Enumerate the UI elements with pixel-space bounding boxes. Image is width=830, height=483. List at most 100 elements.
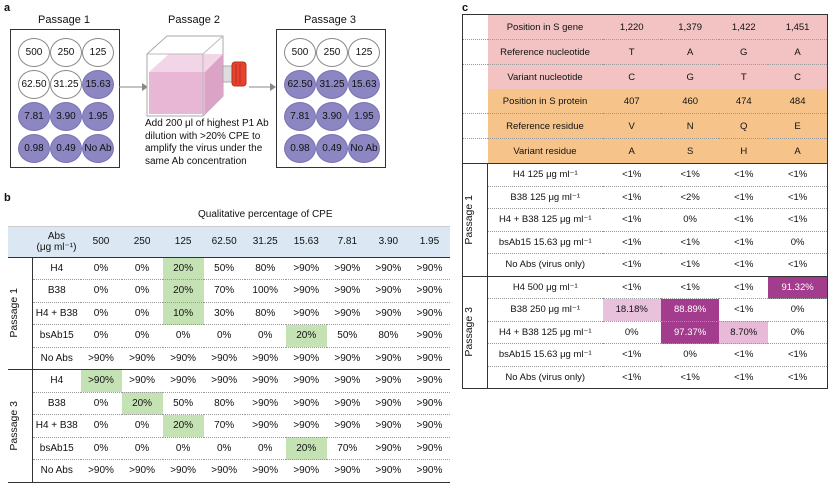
cpe-table: Qualitative percentage of CPE Abs (μg ml… — [8, 204, 450, 483]
cpe-value: >90% — [326, 279, 368, 303]
annotation-value: 474 — [719, 89, 769, 114]
passage2-note: Add 200 μl of highest P1 Ab dilution wit… — [145, 118, 275, 168]
annotation-row: Reference residue V N Q E — [462, 113, 828, 139]
frequency-value: 0% — [768, 321, 828, 344]
cpe-value: 70% — [326, 437, 368, 460]
passage-label-text: Passage 1 — [8, 288, 20, 339]
plate-well: 62.50 — [18, 70, 50, 99]
cpe-value: >90% — [334, 465, 361, 477]
frequency-value: <1% — [680, 371, 700, 383]
annotation-value: A — [660, 39, 720, 65]
abs-label: Abs — [47, 230, 66, 242]
frequency-value: <1% — [768, 343, 828, 367]
cpe-title: Qualitative percentage of CPE — [197, 209, 333, 221]
condition-label: H4 + B38 125 μg ml⁻¹ — [487, 208, 603, 232]
frequency-value: 0% — [602, 321, 661, 344]
cpe-value: >90% — [367, 369, 409, 393]
cpe-value: 20% — [121, 392, 163, 415]
plate-well: 31.25 — [316, 70, 348, 99]
conc-header: 31.25 — [244, 226, 286, 257]
cpe-value: 0% — [80, 257, 122, 280]
antibody-name: No Abs — [40, 352, 73, 364]
annotation-label: Reference residue — [487, 113, 603, 139]
cpe-value: 20% — [285, 324, 327, 348]
annotation-value: Q — [719, 113, 769, 139]
frequency-row: bsAb15 15.63 μg ml⁻¹ <1% 0% <1% <1% — [463, 343, 828, 367]
cpe-value: >90% — [408, 392, 450, 415]
antibody-name: H4 — [32, 369, 81, 393]
frequency-row: No Abs (virus only) <1% <1% <1% <1% — [462, 366, 828, 389]
cpe-value: >90% — [244, 392, 286, 415]
annotation-value: 1,422 — [719, 14, 769, 40]
cpe-value: 0% — [121, 279, 163, 303]
frequency-value: <2% — [660, 186, 720, 209]
passage3-plate: 500 250 125 62.50 31.25 15.63 7.81 3.90 1.95 0.98… — [276, 29, 386, 168]
cpe-value: 0% — [121, 437, 163, 460]
antibody-name: No Abs — [40, 465, 73, 477]
annotation-label: Variant residue — [487, 138, 603, 164]
cpe-value: 0% — [203, 324, 245, 348]
cpe-row: bsAb15 0% 0% 0% 0% 0% 20% 50% 80% >90% — [8, 324, 450, 348]
plate-well: 250 — [50, 38, 82, 67]
antibody-name: B38 — [32, 279, 81, 303]
plate-well: No Ab — [348, 134, 380, 163]
cpe-value: >90% — [367, 279, 409, 303]
cpe-value: 70% — [203, 279, 245, 303]
annotation-label: Position in S gene — [487, 14, 603, 40]
cpe-value: >90% — [326, 369, 368, 393]
frequency-value: <1% — [768, 208, 828, 232]
cpe-value: >90% — [285, 302, 327, 325]
cpe-row: Passage 1 H4 0% 0% 20% 50% 80% >90% >90% >90% >90% — [8, 257, 450, 370]
annotation-value: 460 — [660, 89, 720, 114]
annotation-value: S — [660, 138, 720, 164]
cpe-value: >90% — [80, 369, 122, 393]
cpe-value: 0% — [162, 324, 204, 348]
frequency-value: <1% — [719, 163, 769, 187]
condition-label: H4 500 μg ml⁻¹ — [487, 276, 603, 299]
plate-well: 125 — [82, 38, 114, 67]
passage-group-label: Passage 3 — [8, 369, 33, 482]
passage-label-text: Passage 3 — [463, 307, 475, 358]
cpe-value: >90% — [88, 352, 114, 364]
antibody-name: H4 + B38 — [32, 414, 81, 438]
frequency-value: <1% — [719, 208, 769, 232]
conc-header: 1.95 — [408, 226, 450, 257]
cpe-value: 80% — [244, 257, 286, 280]
abs-unit-header: Abs (μg ml⁻¹) — [32, 226, 81, 257]
cpe-value: >90% — [293, 465, 320, 477]
plate-well: 7.81 — [284, 102, 316, 131]
cpe-value: 10% — [162, 302, 204, 325]
cpe-value: >90% — [293, 352, 320, 364]
cpe-row: No Abs >90% >90% >90% >90% >90% >90% >90% >90% >9… — [8, 347, 450, 370]
plate-well: 0.98 — [284, 134, 316, 163]
cpe-value: 0% — [80, 279, 122, 303]
cpe-value: 0% — [203, 437, 245, 460]
frequency-value: <1% — [719, 343, 769, 367]
frequency-value: 97.37% — [660, 321, 720, 344]
cpe-value: 100% — [244, 279, 286, 303]
cpe-row: bsAb15 0% 0% 0% 0% 0% 20% 70% >90% >90% — [8, 437, 450, 460]
cpe-value: >90% — [88, 465, 114, 477]
frequency-value: 0% — [660, 343, 720, 367]
annotation-row: Position in S gene 1,220 1,379 1,422 1,451 — [462, 14, 828, 40]
frequency-row: Passage 3 H4 500 μg ml⁻¹ <1% <1% <1% 91.32% — [462, 276, 828, 389]
conc-header: 7.81 — [326, 226, 368, 257]
plate-well: 0.49 — [50, 134, 82, 163]
frequency-value: <1% — [660, 163, 720, 187]
annotation-value: T — [602, 39, 661, 65]
cpe-value: 0% — [244, 437, 286, 460]
cpe-value: 50% — [162, 392, 204, 415]
cpe-value: >90% — [244, 414, 286, 438]
culture-flask-icon — [146, 35, 247, 117]
cpe-value: 20% — [162, 279, 204, 303]
blank-cell — [462, 64, 488, 89]
cpe-value: >90% — [170, 465, 197, 477]
frequency-value: <1% — [787, 371, 808, 383]
annotation-row: Variant residue A S H A — [462, 138, 828, 164]
antibody-name: bsAb15 — [32, 324, 81, 348]
annotation-value: G — [660, 64, 720, 89]
arrow-right-icon — [249, 83, 276, 91]
passage-label-text: Passage 1 — [463, 194, 475, 245]
cpe-value: >90% — [285, 369, 327, 393]
cpe-value: >90% — [408, 302, 450, 325]
